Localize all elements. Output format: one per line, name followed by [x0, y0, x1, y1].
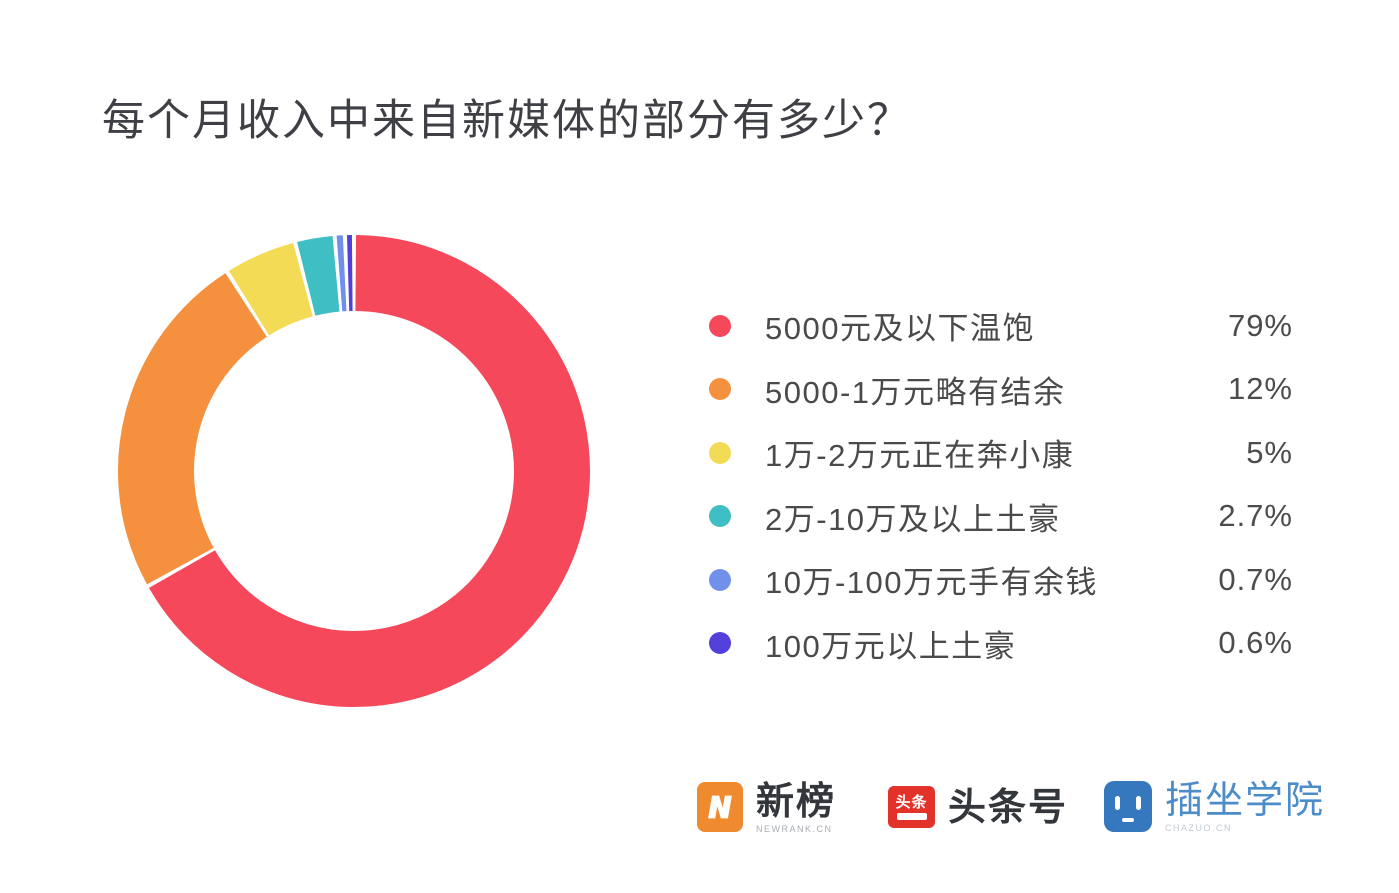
- legend-label: 100万元以上土豪: [765, 628, 1017, 664]
- legend-color-dot: [709, 505, 731, 528]
- chart-legend: 5000元及以下温饱 79% 5000-1万元略有结余 12% 1万-2万元正在奔小康 5…: [700, 294, 1293, 675]
- brand-newrank: 新榜 NEWRANK.CN: [697, 782, 836, 834]
- newrank-domain: NEWRANK.CN: [756, 824, 833, 834]
- legend-item: 5000元及以下温饱 79%: [700, 294, 1293, 358]
- newrank-text-block: 新榜 NEWRANK.CN: [756, 782, 836, 834]
- donut-segment-1: [149, 235, 590, 707]
- legend-value: 2.7%: [1218, 498, 1293, 534]
- legend-item: 2万-10万及以上土豪 2.7%: [700, 485, 1293, 549]
- chazuo-eye-left: [1115, 796, 1120, 810]
- donut-segment-2: [118, 273, 268, 585]
- newrank-n-glyph: [708, 795, 732, 819]
- legend-color-dot: [709, 314, 731, 337]
- legend-label: 5000-1万元略有结余: [765, 374, 1066, 410]
- footer-logos: 新榜 NEWRANK.CN 头条 头条号 插坐学院 CHAZUO.CN: [0, 770, 1399, 860]
- chazuo-logo-icon: [1104, 781, 1152, 832]
- brand-toutiao: 头条 头条号: [888, 786, 1068, 830]
- toutiao-logo-text: 头条: [895, 794, 928, 811]
- legend-item: 10万-100万元手有余钱 0.7%: [700, 548, 1293, 612]
- legend-item: 5000-1万元略有结余 12%: [700, 358, 1293, 422]
- chart-title: 每个月收入中来自新媒体的部分有多少？: [102, 97, 912, 145]
- legend-value: 0.6%: [1218, 625, 1293, 661]
- legend-label: 5000元及以下温饱: [765, 311, 1035, 347]
- legend-value: 0.7%: [1218, 561, 1293, 597]
- legend-color-dot: [709, 568, 731, 591]
- donut-segment-3: [228, 242, 314, 336]
- legend-item: 100万元以上土豪 0.6%: [700, 612, 1293, 676]
- donut-segment-4: [297, 235, 341, 316]
- legend-value: 12%: [1227, 371, 1293, 407]
- toutiao-logo-icon: 头条: [888, 786, 935, 828]
- legend-color-dot: [709, 441, 731, 464]
- toutiao-logo-bar: [896, 813, 927, 820]
- legend-label: 10万-100万元手有余钱: [765, 565, 1099, 601]
- toutiao-name: 头条号: [948, 787, 1069, 829]
- newrank-logo-icon: [697, 782, 743, 832]
- legend-value: 79%: [1227, 307, 1293, 343]
- brand-chazuo: 插坐学院 CHAZUO.CN: [1104, 781, 1325, 833]
- legend-color-dot: [709, 378, 731, 401]
- chazuo-mouth: [1122, 818, 1134, 822]
- legend-label: 1万-2万元正在奔小康: [765, 438, 1075, 474]
- legend-label: 2万-10万及以上土豪: [765, 501, 1061, 537]
- chazuo-text-block: 插坐学院 CHAZUO.CN: [1165, 781, 1325, 833]
- newrank-name: 新榜: [756, 781, 837, 823]
- legend-value: 5%: [1246, 434, 1293, 470]
- chazuo-name: 插坐学院: [1165, 780, 1326, 822]
- legend-item: 1万-2万元正在奔小康 5%: [700, 421, 1293, 485]
- chazuo-eye-right: [1136, 796, 1141, 810]
- legend-color-dot: [709, 632, 731, 655]
- chazuo-domain: CHAZUO.CN: [1165, 823, 1232, 833]
